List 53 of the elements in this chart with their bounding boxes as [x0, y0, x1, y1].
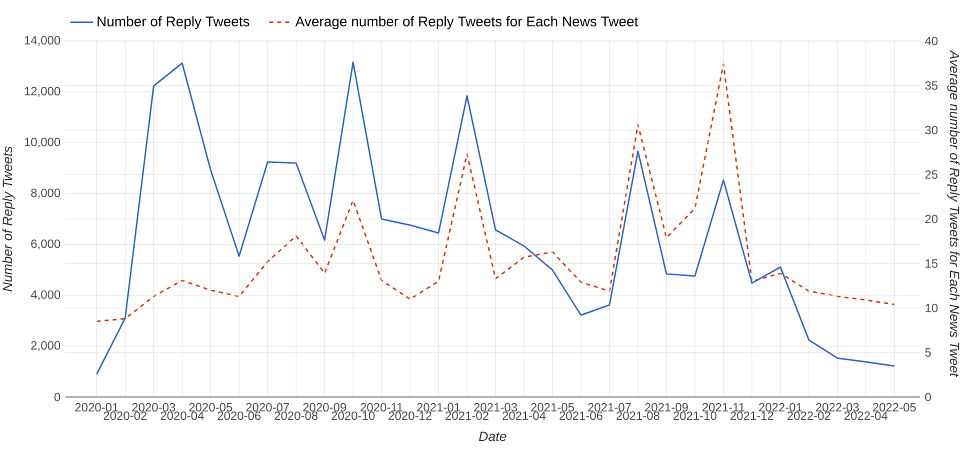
y2-tick-label: 5 [925, 348, 931, 357]
x-tick-label: 2022-03 [816, 403, 859, 412]
y-tick-label: 0 [54, 392, 60, 402]
x-tick-label: 2021-07 [588, 403, 631, 412]
x-tick-label: 2022-02 [787, 411, 830, 420]
x-tick-label: 2020-06 [218, 411, 261, 420]
y-tick-label: 10,000 [24, 138, 60, 148]
y-tick-label: 2,000 [31, 341, 60, 352]
y2-tick-label: 10 [926, 304, 938, 312]
x-tick-label: 2020-09 [303, 403, 346, 412]
y2-tick-label: 40 [924, 36, 938, 46]
x-tick-label: 2021-09 [645, 403, 688, 412]
y2-tick-label: 0 [925, 392, 931, 402]
x-tick-label: 2020-02 [104, 411, 147, 420]
x-tick-label: 2020-05 [189, 403, 232, 412]
x-tick-label: 2021-10 [674, 411, 716, 420]
y-tick-label: 8,000 [31, 188, 60, 199]
x-tick-label: 2020-01 [75, 403, 118, 412]
x-tick-label: 2021-12 [730, 411, 774, 420]
x-tick-label: 2021-02 [446, 411, 488, 420]
x-tick-label: 2021-08 [616, 411, 660, 420]
x-axis-title: Date [479, 432, 506, 442]
x-tick-label: 2021-06 [560, 411, 602, 420]
x-tick-label: 2020-10 [332, 411, 375, 420]
legend-label: Number of Reply Tweets [98, 16, 250, 30]
y2-tick-label: 20 [925, 214, 938, 224]
y-tick-label: 14,000 [24, 36, 60, 46]
x-tick-label: 2021-01 [417, 403, 460, 412]
x-tick-label: 2020-04 [160, 411, 204, 420]
legend-label: Average number of Reply Tweets for Each News Tweet [295, 16, 638, 30]
y2-tick-label: 35 [925, 81, 938, 90]
x-tick-label: 2021-03 [474, 403, 517, 412]
y2-axis-title: Average number of Reply Tweets for Each News Tweet [947, 50, 960, 378]
line-series [96, 61, 896, 375]
x-tick-label: 2021-04 [502, 411, 546, 420]
x-tick-label: 2022-01 [758, 403, 802, 412]
x-tick-label: 2020-07 [246, 403, 290, 412]
x-tick-label: 2022-04 [844, 411, 888, 420]
x-tick-label: 2020-12 [388, 411, 432, 420]
y-tick-label: 4,000 [30, 290, 60, 300]
y2-tick-label: 25 [925, 170, 938, 179]
line-series [96, 63, 896, 322]
x-tick-label: 2021-11 [702, 403, 744, 412]
y-tick-label: 12,000 [24, 86, 60, 97]
x-tick-label: 2021-05 [531, 403, 574, 412]
x-tick-label: 2020-08 [274, 411, 318, 420]
y-axis-title: Number of Reply Tweets [2, 146, 15, 292]
y2-tick-label: 30 [925, 126, 938, 134]
x-tick-label: 2022-05 [872, 403, 916, 412]
y2-tick-label: 15 [926, 259, 938, 268]
x-tick-label: 2020-11 [360, 403, 403, 412]
x-tick-label: 2020-03 [132, 403, 176, 412]
y-tick-label: 6,000 [31, 239, 60, 250]
